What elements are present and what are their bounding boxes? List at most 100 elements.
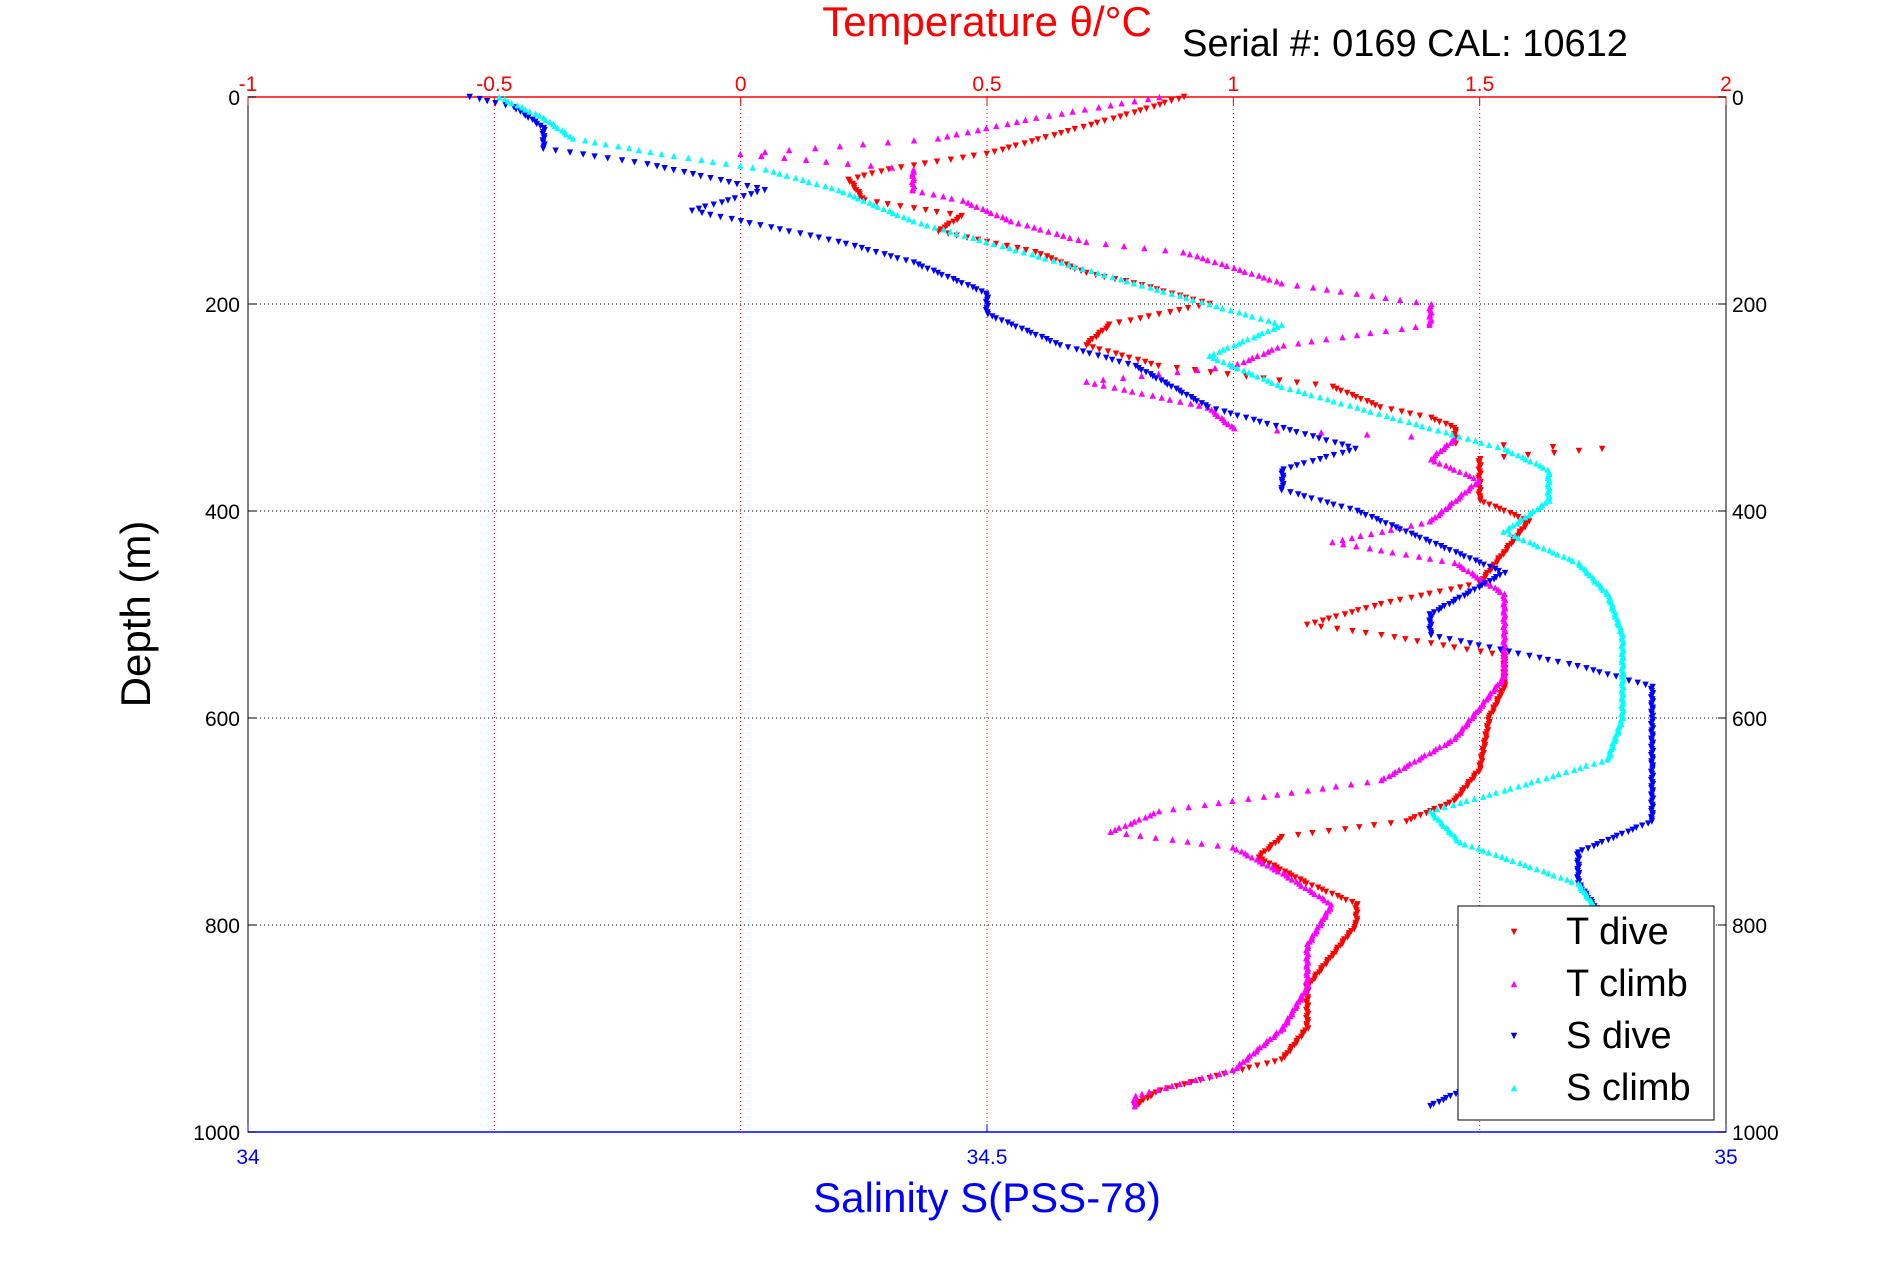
marker-s-dive	[910, 259, 918, 266]
marker-s-climb	[1604, 756, 1611, 763]
marker-s-climb	[1505, 447, 1512, 455]
marker-t-dive	[1348, 609, 1356, 616]
marker-t-climb	[1311, 890, 1318, 898]
marker-s-dive	[964, 282, 972, 289]
marker-s-dive	[1457, 551, 1464, 558]
marker-s-climb	[647, 148, 654, 156]
marker-t-climb	[910, 137, 918, 144]
marker-t-dive	[1407, 816, 1415, 823]
marker-s-climb	[1354, 404, 1361, 411]
marker-t-climb	[1280, 1025, 1287, 1032]
marker-t-dive	[1168, 97, 1175, 105]
marker-s-climb	[1514, 451, 1522, 459]
marker-s-climb	[635, 146, 643, 154]
marker-t-climb	[1131, 818, 1138, 825]
temperature-tick-label: 2	[1720, 73, 1732, 96]
marker-s-dive	[1496, 571, 1504, 579]
marker-s-climb	[1117, 275, 1125, 283]
marker-t-dive	[1131, 109, 1138, 116]
marker-t-climb	[1260, 350, 1267, 357]
marker-t-climb	[1255, 272, 1263, 279]
marker-t-climb	[1211, 258, 1219, 266]
marker-s-dive	[1598, 839, 1606, 846]
marker-s-climb	[532, 110, 539, 117]
marker-t-dive	[1303, 880, 1310, 887]
marker-s-dive	[776, 226, 784, 233]
marker-s-dive	[670, 167, 677, 174]
marker-s-climb	[1441, 803, 1448, 811]
marker-s-dive	[1461, 592, 1468, 600]
marker-t-climb	[1470, 474, 1477, 482]
marker-t-climb	[1169, 836, 1176, 843]
marker-t-climb	[1382, 294, 1389, 301]
marker-t-climb	[1127, 820, 1134, 827]
series-s-climb	[496, 93, 1627, 1110]
marker-t-climb	[934, 135, 942, 142]
marker-t-climb	[1321, 896, 1328, 904]
marker-t-dive	[1071, 125, 1078, 133]
marker-t-dive	[1051, 132, 1058, 139]
marker-t-dive	[1402, 636, 1409, 643]
temperature-tick-label: 0	[735, 73, 747, 96]
marker-t-climb	[1176, 1080, 1183, 1088]
marker-t-climb	[1045, 112, 1053, 119]
marker-s-dive	[851, 242, 859, 250]
marker-t-climb	[1469, 714, 1476, 722]
marker-s-dive	[1605, 836, 1612, 844]
marker-s-dive	[1427, 632, 1435, 639]
marker-s-dive	[1430, 1100, 1437, 1108]
marker-t-climb	[1138, 1090, 1146, 1097]
marker-t-dive	[1145, 313, 1152, 320]
marker-s-climb	[1227, 307, 1234, 314]
marker-s-dive	[1043, 335, 1050, 343]
salinity-tick-label: 34	[236, 1146, 260, 1169]
marker-t-climb	[1185, 1078, 1192, 1086]
marker-t-dive	[1116, 319, 1123, 326]
marker-s-dive	[1142, 369, 1150, 376]
marker-s-dive	[733, 180, 741, 188]
marker-t-climb	[1460, 565, 1468, 573]
marker-s-dive	[483, 97, 491, 105]
marker-t-dive	[941, 224, 949, 231]
marker-t-climb	[1204, 256, 1211, 264]
marker-s-climb	[1591, 578, 1599, 585]
marker-t-dive	[1354, 607, 1362, 614]
marker-s-dive	[1464, 590, 1471, 597]
marker-t-climb	[1199, 254, 1206, 262]
marker-s-dive	[681, 169, 688, 176]
marker-t-climb	[1119, 374, 1127, 381]
marker-s-climb	[1295, 387, 1302, 395]
marker-s-climb	[1041, 255, 1049, 262]
legend: T dive T climb S dive S climb	[1457, 905, 1715, 1121]
marker-t-climb	[1367, 329, 1374, 337]
marker-s-climb	[1455, 433, 1463, 440]
marker-s-dive	[1497, 646, 1504, 653]
marker-s-climb	[1562, 768, 1570, 776]
marker-s-dive	[1132, 362, 1139, 370]
marker-s-climb	[1337, 400, 1345, 407]
marker-t-climb	[1233, 846, 1240, 853]
marker-s-climb	[1461, 841, 1469, 848]
marker-t-climb	[1123, 830, 1130, 837]
marker-t-dive	[1500, 507, 1508, 515]
marker-t-dive	[860, 172, 868, 179]
marker-s-dive	[1286, 427, 1294, 434]
marker-t-climb	[1339, 536, 1346, 544]
marker-s-climb	[1265, 317, 1272, 324]
marker-t-climb	[802, 156, 810, 163]
marker-s-dive	[718, 199, 726, 206]
marker-t-dive	[1521, 524, 1529, 531]
marker-t-climb	[1131, 1102, 1138, 1110]
marker-s-climb	[1468, 843, 1476, 850]
marker-t-climb	[1194, 252, 1201, 260]
marker-s-climb	[1236, 309, 1243, 316]
marker-t-dive	[1486, 567, 1494, 575]
marker-t-dive	[873, 199, 881, 206]
marker-s-dive	[1309, 433, 1317, 440]
marker-s-climb	[931, 224, 938, 231]
marker-t-climb	[1102, 240, 1109, 248]
marker-s-climb	[1472, 437, 1479, 444]
marker-s-climb	[1453, 836, 1461, 844]
marker-s-climb	[1479, 847, 1487, 854]
marker-t-dive	[1550, 449, 1558, 457]
